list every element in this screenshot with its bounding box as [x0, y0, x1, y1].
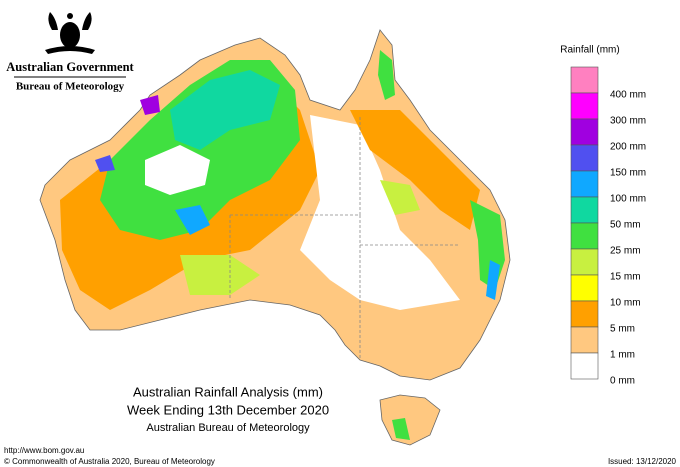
legend-label: 25 mm	[610, 246, 641, 257]
legend-label: 15 mm	[610, 272, 641, 283]
legend-label: 5 mm	[610, 324, 635, 335]
legend-label: 10 mm	[610, 298, 641, 309]
legend-swatch	[570, 92, 599, 120]
legend-swatch	[570, 352, 599, 380]
legend-label: 300 mm	[610, 116, 646, 127]
caption-source: Australian Bureau of Meteorology	[146, 422, 310, 434]
legend-swatch	[570, 222, 599, 250]
coat-of-arms	[45, 12, 95, 54]
footer-issued: Issued: 13/12/2020	[608, 457, 677, 466]
legend-swatch	[570, 170, 599, 198]
legend-swatch	[570, 300, 599, 328]
legend: 400 mm 300 mm 200 mm 150 mm 100 mm 50 mm 25 mm…	[570, 66, 646, 387]
legend-swatch	[570, 144, 599, 172]
legend-swatch	[570, 326, 599, 354]
legend-swatch	[570, 274, 599, 302]
caption-title: Australian Rainfall Analysis (mm)	[133, 384, 323, 399]
footer-copyright: © Commonwealth of Australia 2020, Bureau…	[4, 457, 215, 466]
legend-label: 1 mm	[610, 350, 635, 361]
legend-label: 100 mm	[610, 194, 646, 205]
footer-url: http://www.bom.gov.au	[4, 446, 84, 455]
legend-label: 50 mm	[610, 220, 641, 231]
legend-swatch	[570, 248, 599, 276]
legend-label: 0 mm	[610, 376, 635, 387]
agency-name: Bureau of Meteorology	[16, 81, 125, 93]
legend-swatch	[570, 118, 599, 146]
legend-label: 200 mm	[610, 142, 646, 153]
australia-map	[39, 29, 511, 446]
caption-subtitle: Week Ending 13th December 2020	[127, 402, 329, 417]
legend-swatch	[570, 66, 599, 94]
legend-swatch	[570, 196, 599, 224]
legend-label: 400 mm	[610, 90, 646, 101]
legend-title: Rainfall (mm)	[560, 45, 619, 56]
legend-label: 150 mm	[610, 168, 646, 179]
org-name: Australian Government	[6, 60, 134, 74]
